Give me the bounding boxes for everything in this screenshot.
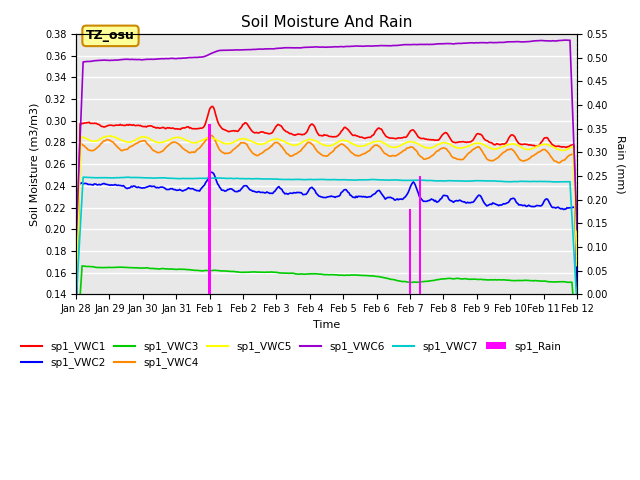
Title: Soil Moisture And Rain: Soil Moisture And Rain bbox=[241, 15, 412, 30]
Bar bbox=[409, 209, 412, 294]
Y-axis label: Soil Moisture (m3/m3): Soil Moisture (m3/m3) bbox=[29, 102, 39, 226]
X-axis label: Time: Time bbox=[313, 320, 340, 330]
Bar bbox=[209, 124, 211, 294]
Bar bbox=[419, 176, 421, 294]
Y-axis label: Rain (mm): Rain (mm) bbox=[615, 135, 625, 193]
Text: TZ_osu: TZ_osu bbox=[86, 29, 135, 42]
Legend: sp1_VWC1, sp1_VWC2, sp1_VWC3, sp1_VWC4, sp1_VWC5, sp1_VWC6, sp1_VWC7, sp1_Rain: sp1_VWC1, sp1_VWC2, sp1_VWC3, sp1_VWC4, … bbox=[17, 337, 566, 372]
